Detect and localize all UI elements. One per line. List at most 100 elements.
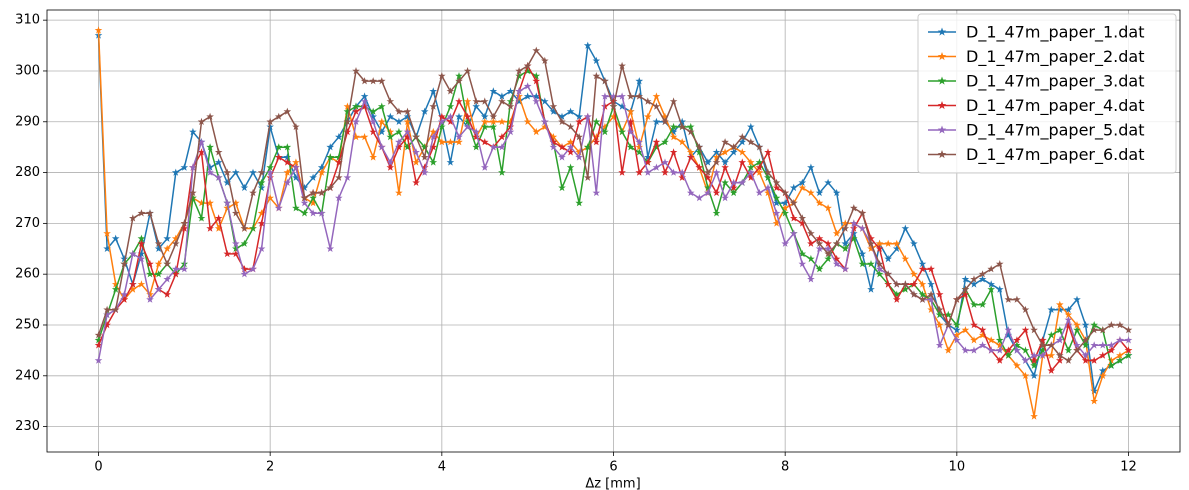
marker [927,265,935,273]
marker [420,153,429,161]
marker [292,163,300,171]
marker [644,168,652,176]
marker [137,249,146,258]
marker [232,249,240,258]
marker [635,92,644,100]
marker [146,209,154,217]
legend-label: D_1_47m_paper_4.dat [966,96,1144,116]
marker [369,112,377,120]
marker [506,117,515,125]
marker [558,112,566,120]
marker [283,143,292,151]
marker [1056,356,1064,364]
marker [455,133,463,141]
marker [841,239,850,247]
marker [918,280,927,288]
marker [472,143,480,151]
marker [1038,341,1047,349]
marker [300,199,309,207]
marker [403,133,412,141]
marker [317,209,326,217]
marker [772,183,781,192]
marker [1047,341,1056,349]
marker [832,229,841,237]
marker [498,133,506,141]
marker [163,260,171,268]
marker [1047,366,1056,374]
marker [1030,412,1038,420]
marker [669,133,678,141]
marker [747,173,755,181]
marker [154,285,163,293]
marker [704,183,712,192]
marker [686,188,695,197]
marker [335,194,343,202]
marker [352,133,360,141]
marker [403,143,412,151]
marker [1090,356,1098,364]
marker [1107,341,1116,349]
marker [626,127,635,136]
marker [798,260,807,268]
marker [729,178,738,186]
marker [798,183,807,192]
marker [764,173,772,181]
marker [910,290,918,298]
marker [583,173,592,181]
marker [961,285,970,293]
marker [446,102,455,110]
marker [772,199,781,207]
marker [626,107,635,115]
marker [781,188,789,197]
marker [257,244,266,252]
marker [377,127,386,136]
marker [601,122,609,131]
marker [884,254,892,263]
x-tick-label: 0 [94,460,102,475]
marker [515,72,523,80]
marker [978,341,987,349]
marker [601,127,609,136]
marker [721,163,729,171]
marker [652,102,661,110]
marker [532,77,541,85]
marker [910,239,918,247]
marker [995,341,1004,349]
marker [335,158,343,166]
marker [918,260,927,268]
marker [541,122,549,131]
marker [781,199,789,207]
marker [678,173,686,181]
marker [412,133,420,141]
marker [729,183,738,192]
marker [1030,351,1038,359]
marker [566,163,575,171]
marker [515,97,523,105]
marker [403,107,412,115]
marker [1124,346,1133,354]
marker [506,97,515,105]
marker [386,127,395,136]
marker [1064,310,1073,319]
marker [129,285,137,293]
marker [721,138,729,146]
marker [1081,356,1090,364]
marker [927,280,935,288]
marker [721,148,729,156]
marker [824,249,832,258]
marker [163,290,171,298]
marker [377,143,386,151]
marker [429,143,438,151]
marker [386,97,395,105]
marker [686,148,695,156]
marker [1073,346,1081,354]
marker [558,183,566,192]
marker [94,341,103,349]
marker [232,244,240,252]
marker [137,239,146,247]
marker [257,178,266,186]
marker [747,158,755,166]
marker [1030,361,1038,369]
marker [884,239,892,247]
marker [472,102,480,110]
